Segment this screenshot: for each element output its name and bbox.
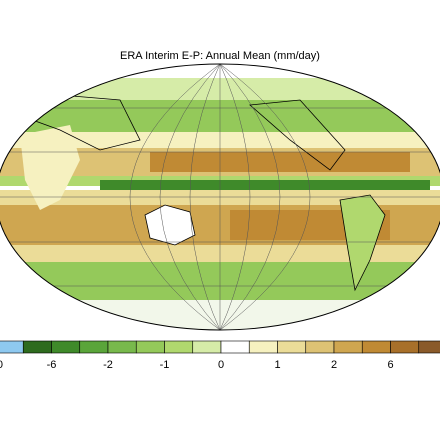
colorbar-swatch (135, 340, 165, 354)
colorbar-label: -6 (47, 359, 57, 371)
colorbar-label: 1 (274, 359, 280, 371)
colorbar-swatch (333, 340, 363, 354)
colorbar-label: -2 (103, 359, 113, 371)
colorbar-swatch (79, 340, 109, 354)
colorbar-swatch (51, 340, 81, 354)
colorbar-swatch (107, 340, 137, 354)
colorbar-label: 6 (387, 359, 393, 371)
colorbar-swatch (305, 340, 335, 354)
colorbar-swatch (220, 340, 250, 354)
colorbar-swatch (164, 340, 194, 354)
colorbar-swatch (361, 340, 391, 354)
colorbar-swatch (418, 340, 440, 354)
colorbar-label: 0 (218, 359, 224, 371)
colorbar-swatch (277, 340, 307, 354)
map-outline (0, 63, 440, 331)
colorbar-label: -1 (160, 359, 170, 371)
map-title: ERA Interim E-P: Annual Mean (mm/day) (120, 50, 320, 62)
colorbar-label: -10 (0, 359, 3, 371)
colorbar-swatch (0, 340, 24, 354)
colorbar-label: 2 (331, 359, 337, 371)
map-field (0, 64, 440, 330)
colorbar-swatch (248, 340, 278, 354)
colorbar-swatch (390, 340, 420, 354)
colorbar-swatch (22, 340, 52, 354)
colorbar-swatch (192, 340, 222, 354)
